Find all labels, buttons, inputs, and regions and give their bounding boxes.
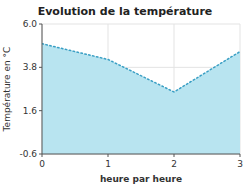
x-tick-label: 1 <box>105 159 111 169</box>
x-tick <box>174 154 175 157</box>
x-tick <box>240 154 241 157</box>
title: Evolution de la température <box>38 5 213 18</box>
y-tick <box>39 154 42 155</box>
line <box>42 44 240 92</box>
data-group <box>42 44 240 154</box>
axes: 0 1 2 3 -0.6 1.6 3.8 6.0 <box>19 19 242 169</box>
grid-line-y <box>42 24 240 25</box>
x-tick-label: 3 <box>237 159 243 169</box>
y-tick <box>39 67 42 68</box>
y-tick <box>39 110 42 111</box>
y-tick-label: 1.6 <box>23 106 38 116</box>
grid-line-x <box>42 24 43 154</box>
x-tick-label: 2 <box>171 159 177 169</box>
y-tick <box>39 24 42 25</box>
grid-line-y <box>42 154 240 155</box>
x-axis-line <box>42 154 240 155</box>
y-tick-label: -0.6 <box>19 149 37 159</box>
area <box>42 44 240 154</box>
y-axis-label: Température en °C <box>2 47 12 133</box>
y-axis-line <box>42 24 43 154</box>
chart-container: 0 1 2 3 -0.6 1.6 3.8 6.0Evolution de la tempéra… <box>0 0 250 188</box>
y-tick-label: 3.8 <box>23 62 38 72</box>
grid <box>42 24 240 154</box>
x-tick <box>108 154 109 157</box>
chart: 0 1 2 3 -0.6 1.6 3.8 6.0Evolution de la tempéra… <box>0 0 250 188</box>
y-tick-label: 6.0 <box>23 19 38 29</box>
x-axis-label: heure par heure <box>100 174 182 184</box>
x-tick-label: 0 <box>39 159 45 169</box>
